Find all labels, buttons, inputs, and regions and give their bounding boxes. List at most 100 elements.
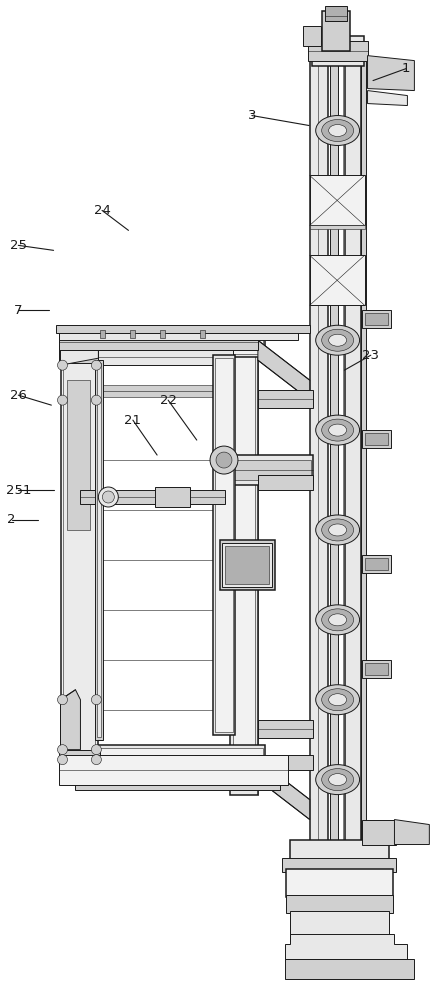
Polygon shape [258, 340, 310, 400]
Text: 3: 3 [248, 109, 256, 122]
Bar [222, 543, 272, 587]
Bar [325, 6, 347, 21]
Ellipse shape [322, 519, 354, 541]
Bar [200, 330, 205, 338]
Circle shape [216, 452, 232, 468]
Bar [76, 760, 280, 780]
Bar [310, 41, 328, 939]
Circle shape [91, 745, 101, 755]
Circle shape [210, 446, 238, 474]
Ellipse shape [316, 605, 359, 635]
Ellipse shape [329, 125, 347, 137]
Bar [303, 26, 321, 46]
Bar [282, 858, 396, 872]
Ellipse shape [316, 415, 359, 445]
Ellipse shape [322, 419, 354, 441]
Bar [310, 175, 365, 225]
Ellipse shape [322, 689, 354, 711]
Bar [290, 911, 389, 941]
Bar [285, 959, 415, 979]
Bar [225, 546, 269, 584]
Circle shape [57, 755, 68, 765]
Ellipse shape [322, 609, 354, 631]
Text: 22: 22 [160, 394, 177, 407]
Bar [290, 840, 389, 861]
Bar [258, 755, 312, 770]
Bar [258, 390, 312, 408]
Polygon shape [61, 690, 80, 750]
Bar [100, 330, 105, 338]
Ellipse shape [329, 524, 347, 536]
Bar [64, 353, 95, 767]
Bar [80, 490, 225, 504]
Circle shape [57, 395, 68, 405]
Bar [91, 335, 265, 357]
Polygon shape [368, 91, 408, 106]
Ellipse shape [329, 774, 347, 786]
Circle shape [57, 745, 68, 755]
Polygon shape [368, 56, 415, 91]
Bar [58, 335, 258, 350]
Bar [91, 745, 265, 767]
Bar [258, 475, 312, 490]
Bar [130, 330, 135, 338]
Text: 7: 7 [14, 304, 23, 317]
Ellipse shape [329, 694, 347, 706]
Bar [97, 363, 101, 737]
Bar [362, 310, 392, 328]
Bar [258, 720, 312, 738]
Ellipse shape [316, 765, 359, 795]
Bar [365, 558, 389, 570]
Bar [362, 820, 396, 845]
Ellipse shape [329, 424, 347, 436]
Bar [58, 330, 298, 340]
Bar [361, 41, 366, 939]
Bar [93, 748, 263, 764]
Ellipse shape [329, 614, 347, 626]
Bar [120, 755, 132, 763]
Bar [95, 360, 103, 740]
Bar [68, 380, 91, 530]
Bar [365, 663, 389, 675]
Polygon shape [258, 760, 310, 820]
Circle shape [103, 491, 114, 503]
Bar [308, 41, 368, 61]
Bar [155, 487, 190, 507]
Circle shape [91, 755, 101, 765]
Ellipse shape [322, 329, 354, 351]
Bar [56, 325, 310, 333]
Bar [230, 335, 258, 795]
Bar [58, 345, 100, 363]
Bar [213, 355, 235, 735]
Bar [230, 755, 242, 763]
Bar [195, 755, 207, 763]
Ellipse shape [322, 120, 354, 141]
Bar [99, 350, 233, 365]
Bar [61, 350, 99, 770]
Bar [220, 540, 275, 590]
Circle shape [57, 695, 68, 705]
Text: 1: 1 [402, 62, 410, 75]
Bar [310, 225, 365, 229]
Circle shape [99, 487, 118, 507]
Bar [76, 778, 280, 790]
Text: 21: 21 [124, 414, 141, 427]
Ellipse shape [329, 334, 347, 346]
Bar [330, 41, 338, 939]
Bar [155, 755, 167, 763]
Text: 24: 24 [94, 204, 110, 217]
Bar [345, 41, 361, 939]
Bar [233, 455, 312, 485]
Bar [93, 338, 263, 354]
Text: 251: 251 [6, 484, 31, 497]
Ellipse shape [316, 116, 359, 145]
Ellipse shape [322, 769, 354, 791]
Bar [310, 255, 365, 305]
Bar [99, 385, 233, 397]
Bar [312, 36, 364, 66]
Bar [322, 11, 350, 51]
Polygon shape [394, 820, 429, 845]
Text: 26: 26 [10, 389, 27, 402]
Text: 2: 2 [8, 513, 16, 526]
Text: 25: 25 [10, 239, 27, 252]
